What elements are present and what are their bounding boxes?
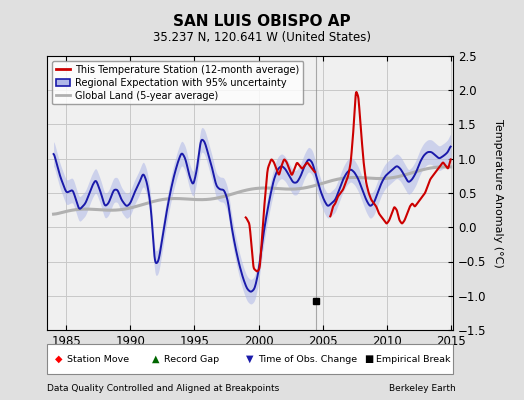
Text: Data Quality Controlled and Aligned at Breakpoints: Data Quality Controlled and Aligned at B…	[47, 384, 279, 393]
Text: Berkeley Earth: Berkeley Earth	[389, 384, 456, 393]
Text: ▼: ▼	[246, 354, 254, 364]
Text: ◆: ◆	[55, 354, 62, 364]
Text: ▲: ▲	[152, 354, 159, 364]
Text: 35.237 N, 120.641 W (United States): 35.237 N, 120.641 W (United States)	[153, 32, 371, 44]
Y-axis label: Temperature Anomaly (°C): Temperature Anomaly (°C)	[493, 119, 503, 267]
Text: Empirical Break: Empirical Break	[376, 354, 451, 364]
Text: SAN LUIS OBISPO AP: SAN LUIS OBISPO AP	[173, 14, 351, 30]
Text: Time of Obs. Change: Time of Obs. Change	[258, 354, 357, 364]
Legend: This Temperature Station (12-month average), Regional Expectation with 95% uncer: This Temperature Station (12-month avera…	[52, 61, 303, 104]
Text: ■: ■	[364, 354, 374, 364]
Text: Station Move: Station Move	[67, 354, 129, 364]
Text: Record Gap: Record Gap	[164, 354, 219, 364]
